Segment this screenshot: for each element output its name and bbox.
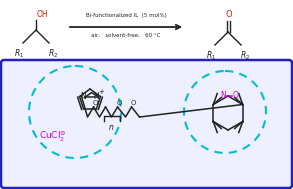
Text: O: O <box>93 100 98 106</box>
Text: O: O <box>225 10 232 19</box>
Text: OH: OH <box>37 10 49 19</box>
Text: air,   solvent-free,   60 °C: air, solvent-free, 60 °C <box>91 33 161 38</box>
Text: $\rm CuCl_2^{\ominus}$: $\rm CuCl_2^{\ominus}$ <box>39 130 67 144</box>
Text: $R_2$: $R_2$ <box>48 47 58 60</box>
Text: N: N <box>81 92 86 101</box>
Text: Bi-functionalized IL  (5 mol%): Bi-functionalized IL (5 mol%) <box>86 13 166 18</box>
Text: $R_1$: $R_1$ <box>14 47 24 60</box>
Text: N: N <box>220 91 226 101</box>
Text: O: O <box>233 91 239 101</box>
Text: $R_1$: $R_1$ <box>206 49 216 61</box>
Text: N: N <box>94 92 99 101</box>
FancyBboxPatch shape <box>1 60 292 188</box>
Text: O: O <box>131 100 136 106</box>
Text: n: n <box>109 123 114 132</box>
Text: O: O <box>117 100 122 106</box>
Text: +: + <box>98 89 104 95</box>
Text: $R_2$: $R_2$ <box>240 49 250 61</box>
